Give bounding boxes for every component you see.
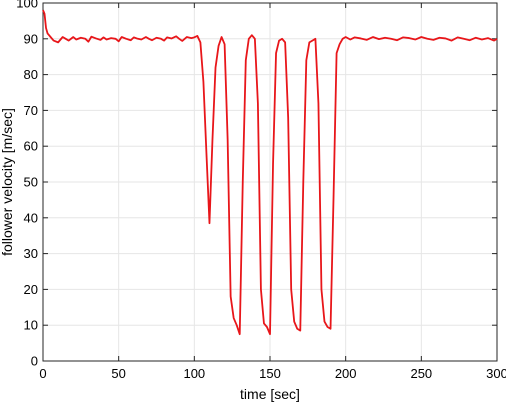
y-tick-label: 20 bbox=[24, 282, 38, 297]
x-tick-label: 150 bbox=[259, 366, 281, 381]
x-tick-label: 300 bbox=[486, 366, 506, 381]
x-tick-label: 100 bbox=[183, 366, 205, 381]
y-tick-label: 70 bbox=[24, 103, 38, 118]
y-tick-label: 40 bbox=[24, 210, 38, 225]
y-tick-label: 60 bbox=[24, 139, 38, 154]
y-tick-label: 80 bbox=[24, 67, 38, 82]
x-axis-label: time [sec] bbox=[240, 386, 300, 402]
x-tick-labels: 0 50 100 150 200 250 300 bbox=[39, 366, 506, 381]
y-axis-label: follower velocity [m/sec] bbox=[0, 108, 15, 256]
x-tick-label: 200 bbox=[335, 366, 357, 381]
y-tick-label: 10 bbox=[24, 318, 38, 333]
x-tick-label: 50 bbox=[111, 366, 125, 381]
y-tick-labels: 0 10 20 30 40 50 60 70 80 90 100 bbox=[16, 0, 38, 369]
series-line-follower-velocity bbox=[42, 9, 498, 336]
x-tick-label: 0 bbox=[39, 366, 46, 381]
y-tick-label: 0 bbox=[31, 354, 38, 369]
tick-marks bbox=[42, 2, 498, 362]
x-tick-label: 250 bbox=[410, 366, 432, 381]
y-tick-label: 100 bbox=[16, 0, 38, 11]
y-tick-label: 90 bbox=[24, 31, 38, 46]
y-tick-label: 30 bbox=[24, 246, 38, 261]
y-tick-label: 50 bbox=[24, 175, 38, 190]
